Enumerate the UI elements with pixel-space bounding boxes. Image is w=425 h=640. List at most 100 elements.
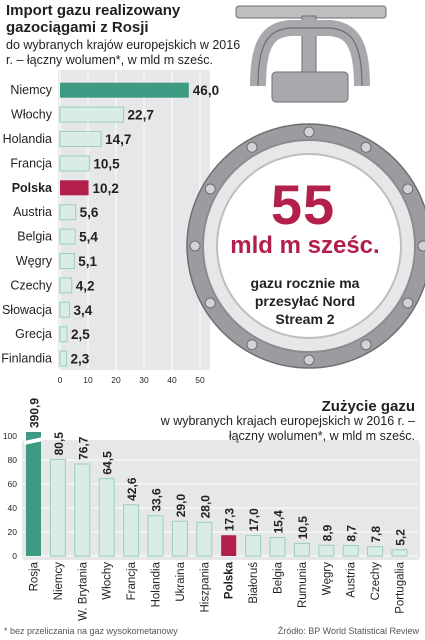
bottom-value-label: 8,7 (345, 525, 359, 542)
top-x-tick-label: 10 (83, 375, 93, 385)
gauge-text: gazu rocznie ma przesyłać Nord Stream 2 (250, 275, 360, 327)
top-value-label: 4,2 (76, 278, 95, 293)
bottom-bar (49, 458, 66, 557)
bottom-category-label: Ukraina (175, 561, 187, 601)
bottom-bar (123, 504, 140, 557)
bottom-bar (367, 546, 384, 557)
bottom-bar (98, 478, 115, 557)
bottom-bar (391, 549, 408, 557)
top-bar (59, 106, 125, 123)
top-category-label: Austria (13, 205, 52, 219)
bottom-value-label: 17,3 (223, 508, 237, 532)
bottom-bar (147, 515, 164, 557)
bottom-value-label: 5,2 (394, 529, 408, 546)
bottom-category-label: Hiszpania (199, 561, 211, 612)
bottom-bar (269, 537, 286, 557)
footnote: * bez przeliczania na gaz wysokometanowy (4, 626, 178, 636)
bottom-value-label: 80,5 (52, 432, 66, 456)
bottom-value-label: 28,0 (198, 495, 212, 519)
top-bar (59, 228, 76, 245)
top-chart-bars: 46,0 22,7 14,7 10,5 10,2 5,6 5,4 5,1 4,2 3,4 2,5 2,… (59, 82, 219, 367)
bottom-y-tick-label: 60 (8, 479, 18, 489)
top-x-tick-label: 50 (195, 375, 205, 385)
top-category-label: Węgry (16, 254, 53, 268)
bottom-bar (171, 520, 188, 557)
top-value-label: 14,7 (105, 132, 131, 147)
top-bar (59, 204, 77, 221)
top-category-label: Włochy (11, 108, 53, 122)
bottom-value-label: 42,6 (125, 477, 139, 501)
bottom-category-label: Niemcy (53, 562, 65, 601)
bottom-value-label: 64,5 (101, 451, 115, 475)
bottom-bar (196, 521, 213, 557)
top-value-label: 10,5 (93, 156, 120, 171)
bottom-value-label: 7,8 (369, 526, 383, 543)
top-bar (60, 82, 189, 98)
axis-break-mark (24, 437, 43, 445)
bottom-value-label: 29,0 (174, 494, 188, 518)
top-bar (60, 180, 89, 196)
valve-bolt (402, 297, 414, 309)
valve-bolt (204, 297, 216, 309)
valve-bolt (303, 354, 315, 366)
top-value-label: 3,4 (74, 303, 93, 318)
top-category-label: Francja (10, 156, 52, 170)
top-category-label: Niemcy (10, 83, 52, 97)
bottom-bar (221, 535, 237, 556)
bottom-category-label: Polska (224, 561, 236, 599)
top-bar (59, 253, 75, 269)
bottom-value-label: 8,9 (320, 524, 334, 541)
top-chart-title: Import gazu realizowany gazociągami z Ro… (6, 2, 181, 36)
bottom-category-label: Rumunia (297, 561, 309, 608)
bottom-y-tick-label: 20 (8, 527, 18, 537)
bottom-bar (74, 463, 91, 557)
top-x-tick-label: 20 (111, 375, 121, 385)
bottom-category-label: Holandia (151, 561, 163, 607)
top-x-tick-label: 40 (167, 375, 177, 385)
valve-bolt (417, 240, 425, 252)
valve-bolt (246, 141, 258, 153)
bottom-bar (318, 544, 335, 557)
top-bar (59, 277, 73, 294)
gauge-unit: mld m sześc. (230, 232, 380, 259)
top-value-label: 22,7 (128, 108, 154, 123)
bottom-chart-title: Zużycie gazu (321, 398, 415, 415)
bottom-y-tick-label: 80 (8, 455, 18, 465)
bottom-category-label: Belgia (273, 561, 285, 594)
top-value-label: 5,1 (78, 254, 97, 269)
top-category-label: Polska (12, 181, 53, 195)
source-note: Źródło: BP World Statistical Review (277, 626, 419, 636)
top-x-tick-label: 30 (139, 375, 149, 385)
bottom-value-label: 10,5 (296, 516, 310, 540)
valve-illustration (186, 5, 425, 369)
top-chart-ticks: 0 10 20 30 40 50 Niemcy Włochy Holandia Francja Po… (1, 83, 205, 385)
top-value-label: 10,2 (93, 181, 119, 196)
bottom-bar (342, 545, 359, 557)
top-value-label: 46,0 (193, 83, 219, 98)
valve-bolt (303, 126, 315, 138)
top-chart-grid (59, 72, 201, 370)
top-value-label: 2,3 (70, 352, 89, 367)
top-x-tick-label: 0 (58, 375, 63, 385)
top-category-label: Grecja (15, 327, 52, 341)
top-category-label: Słowacja (2, 303, 52, 317)
gauge-value: 55 (270, 173, 336, 236)
bottom-bar (245, 535, 262, 557)
bottom-y-tick-label: 0 (12, 551, 17, 561)
bottom-chart-ticks: 0 20 40 60 80 100 Rosja Niemcy W. Brytania Włochy… (3, 431, 407, 621)
bottom-value-label: 76,7 (76, 436, 90, 460)
bottom-category-label: Czechy (370, 562, 382, 601)
top-chart-subtitle: do wybranych krajów europejskich w 2016 … (6, 38, 241, 67)
top-bar (59, 326, 68, 343)
valve-bolt (204, 183, 216, 195)
top-bar (59, 155, 90, 172)
valve-bolt (360, 141, 372, 153)
bottom-category-label: Węgry (321, 562, 333, 595)
top-value-label: 5,6 (80, 205, 99, 220)
valve-bolt (189, 240, 201, 252)
top-bar (59, 350, 67, 367)
bottom-chart-subtitle: w wybranych krajach europejskich w 2016 … (160, 414, 415, 443)
bottom-bar (26, 432, 41, 556)
valve-bolt (246, 339, 258, 351)
bottom-category-label: Włochy (102, 562, 114, 600)
